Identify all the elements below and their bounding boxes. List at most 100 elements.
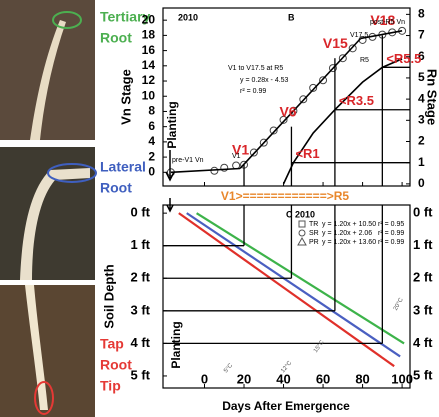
data-point — [269, 126, 278, 135]
photo-label: Root — [100, 180, 132, 196]
photo-label: Tip — [100, 378, 121, 394]
y2-tick-label: 6 — [418, 49, 425, 63]
series-line — [196, 212, 405, 345]
legend-r2: r² = 0.99 — [378, 230, 404, 237]
x-axis-title: Days After Emergence — [222, 399, 350, 413]
photo-label: Tap — [100, 336, 124, 352]
photos — [0, 0, 97, 417]
planting-arrow — [166, 198, 174, 213]
series-label: V1 to V17.5 at R5 — [228, 65, 283, 72]
planting-arrow — [165, 150, 175, 182]
year-label: 2010 — [295, 209, 315, 219]
panel-label: B — [288, 12, 295, 22]
series-line — [239, 37, 362, 169]
legend-equation: y = 1.20x + 10.50 — [322, 221, 376, 228]
plot-frame — [162, 7, 411, 187]
r-squared-annotation: r² = 0.99 — [240, 88, 266, 95]
stage-note-annotation: V17.5 — [350, 32, 368, 39]
r-label: <R5.5 — [386, 51, 421, 66]
series-line — [282, 58, 403, 185]
series-label: R5 — [360, 57, 369, 64]
r-label: <R3.5 — [339, 93, 374, 108]
x-tick-label: 100 — [391, 371, 413, 386]
y-tick-label: 0 — [148, 164, 155, 178]
photo-tap — [0, 285, 95, 417]
legend-name: TR — [309, 221, 318, 228]
planting-annotation: Planting — [165, 101, 179, 148]
y-tick-label-right: 0 ft — [413, 205, 433, 220]
legend-marker — [298, 220, 306, 228]
isotherm-label: 15°C — [313, 339, 326, 354]
y2-axis-title: Rn Stage — [425, 69, 439, 125]
y-tick-label: 6 — [148, 119, 155, 133]
series-line — [178, 212, 395, 368]
photo-lateral — [0, 147, 95, 280]
plot-frame — [162, 204, 411, 389]
y-axis-title: Vn Stage — [118, 69, 133, 125]
legend-equation: y = 1.20x + 2.06 — [322, 230, 372, 237]
y2-tick-label: 2 — [418, 134, 425, 148]
highlight-circle — [34, 381, 54, 415]
y-tick-label: 5 ft — [131, 367, 151, 382]
highlight-circle — [52, 11, 82, 29]
r-label: <R1 — [295, 146, 319, 161]
y-tick-label: 20 — [142, 12, 156, 26]
bridge-label: V1>============>R5 — [221, 189, 349, 203]
series-line — [186, 212, 401, 358]
y-tick-label: 12 — [142, 73, 156, 87]
photo-label: Lateral — [100, 159, 146, 175]
y-tick-label: 16 — [142, 43, 156, 57]
legend-name: SR — [309, 230, 319, 237]
root-shape — [20, 168, 90, 280]
planting-annotation: Planting — [169, 321, 183, 368]
y-tick-label: 4 ft — [131, 335, 151, 350]
stage-note-annotation: V1 — [232, 153, 241, 160]
y-tick-label: 3 ft — [131, 302, 151, 317]
y-tick-label: 0 ft — [131, 205, 151, 220]
y-tick-label: 2 ft — [131, 270, 151, 285]
x-tick-label: 60 — [316, 371, 330, 386]
legend-r2: r² = 0.99 — [378, 239, 404, 246]
x-tick-label: 40 — [276, 371, 290, 386]
series-label: pre-V1 Vn — [172, 157, 204, 164]
y-tick-label-right: 3 ft — [413, 302, 433, 317]
highlight-circle — [47, 163, 97, 183]
root-shape — [25, 285, 48, 410]
legend-name: PR — [309, 239, 319, 246]
data-point — [279, 115, 288, 124]
stage-label: V6 — [279, 103, 296, 119]
y-tick-label: 14 — [142, 58, 156, 72]
stage-label: V18 — [370, 12, 395, 28]
x-tick-label: 20 — [237, 371, 251, 386]
legend-marker — [297, 236, 307, 246]
y-tick-label: 18 — [142, 28, 156, 42]
root-shape — [30, 20, 66, 140]
legend-equation: y = 1.20x + 13.60 — [322, 239, 376, 246]
equation-annotation: y = 0.28x - 4.53 — [240, 77, 289, 84]
y-tick-label: 8 — [148, 104, 155, 118]
series-label: post-R5 Vn — [370, 19, 405, 26]
series-line — [170, 167, 241, 174]
y-tick-label: 2 — [148, 149, 155, 163]
y-tick-label-right: 4 ft — [413, 335, 433, 350]
stage-label: V15 — [323, 35, 348, 51]
panel-label: C — [286, 209, 293, 219]
isotherm-label: 5°C — [223, 362, 234, 374]
year-label: 2010 — [178, 12, 198, 22]
y2-tick-label: 0 — [418, 176, 425, 190]
y-tick-label-right: 1 ft — [413, 237, 433, 252]
photo-label: Tertiary — [100, 9, 151, 25]
y2-tick-label: 4 — [418, 91, 425, 105]
y-tick-label: 4 — [148, 134, 155, 148]
y-tick-label: 1 ft — [131, 237, 151, 252]
data-point — [309, 83, 318, 92]
y-axis-title: Soil Depth — [101, 264, 116, 328]
photo-label: Root — [100, 30, 132, 46]
y-tick-label-right: 2 ft — [413, 270, 433, 285]
isotherm-label: 20°C — [393, 297, 405, 312]
y-tick-label: 10 — [142, 88, 156, 102]
x-tick-label: 0 — [201, 371, 208, 386]
y2-tick-label: 1 — [418, 155, 425, 169]
stage-label: V1 — [232, 141, 249, 157]
